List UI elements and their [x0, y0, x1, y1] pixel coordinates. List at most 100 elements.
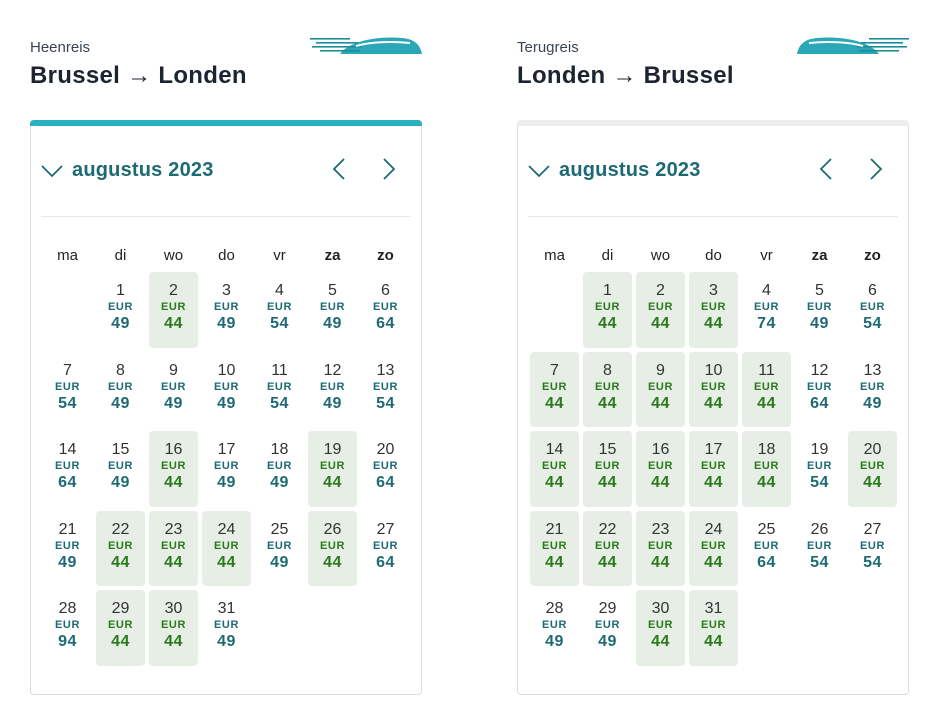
day-cell[interactable]: 18 EUR 44: [742, 431, 791, 507]
next-month-button[interactable]: [862, 155, 890, 183]
day-cell[interactable]: 9 EUR 49: [147, 352, 200, 432]
day-number: 2: [656, 282, 665, 299]
day-cell[interactable]: 13 EUR 54: [359, 352, 412, 432]
day-cell[interactable]: 21 EUR 44: [530, 510, 579, 586]
day-cell[interactable]: 22 EUR 44: [96, 510, 145, 586]
day-cell[interactable]: 14 EUR 64: [41, 431, 94, 511]
day-cell[interactable]: 6 EUR 54: [846, 272, 899, 352]
currency-label: EUR: [372, 380, 399, 393]
day-cell[interactable]: 3 EUR 49: [200, 272, 253, 352]
day-cell[interactable]: 11 EUR 54: [253, 352, 306, 432]
weekday-label: vr: [760, 247, 773, 264]
day-cell[interactable]: 26 EUR 44: [308, 510, 357, 586]
day-number: 6: [868, 282, 877, 299]
next-month-button[interactable]: [375, 155, 403, 183]
day-cell[interactable]: 28 EUR 94: [41, 590, 94, 670]
day-cell[interactable]: 2 EUR 44: [149, 272, 198, 348]
day-cell[interactable]: 17 EUR 49: [200, 431, 253, 511]
day-number: 26: [323, 520, 342, 538]
currency-label: EUR: [372, 301, 399, 313]
price-value: 49: [863, 394, 882, 412]
day-cell[interactable]: 10 EUR 49: [200, 352, 253, 432]
day-cell[interactable]: 16 EUR 44: [149, 431, 198, 507]
currency-label: EUR: [700, 301, 727, 313]
day-cell[interactable]: 4 EUR 74: [740, 272, 793, 352]
day-cell[interactable]: 26 EUR 54: [793, 511, 846, 591]
day-cell[interactable]: 23 EUR 44: [149, 510, 198, 586]
price-value: 49: [111, 474, 130, 491]
day-cell[interactable]: 3 EUR 44: [689, 272, 738, 348]
day-cell[interactable]: 15 EUR 44: [583, 431, 632, 507]
currency-label: EUR: [594, 619, 621, 631]
currency-label: EUR: [54, 460, 81, 472]
day-cell[interactable]: 29 EUR 49: [581, 590, 634, 670]
day-cell[interactable]: 31 EUR 49: [200, 590, 253, 670]
day-number: 30: [164, 600, 183, 617]
day-cell[interactable]: 6 EUR 64: [359, 272, 412, 352]
currency-label: EUR: [647, 619, 674, 631]
day-cell[interactable]: 2 EUR 44: [636, 272, 685, 348]
outbound-calendar-card: augustus 2023 ma di wo do vr za zo 1 EUR 4…: [30, 120, 422, 695]
day-cell[interactable]: 30 EUR 44: [149, 590, 198, 666]
day-cell[interactable]: 5 EUR 49: [793, 272, 846, 352]
day-cell[interactable]: 7 EUR 54: [41, 352, 94, 432]
weekday-label: za: [811, 247, 828, 264]
day-cell[interactable]: 14 EUR 44: [530, 431, 579, 507]
day-cell[interactable]: 17 EUR 44: [689, 431, 738, 507]
currency-label: EUR: [107, 380, 134, 393]
day-cell[interactable]: 24 EUR 44: [202, 510, 251, 586]
currency-label: EUR: [54, 539, 81, 552]
day-cell[interactable]: 25 EUR 49: [253, 511, 306, 591]
currency-label: EUR: [266, 539, 293, 552]
day-cell[interactable]: 19 EUR 54: [793, 431, 846, 511]
day-cell[interactable]: 9 EUR 44: [636, 351, 685, 427]
trip-route-title: Brussel → Londen: [30, 62, 247, 89]
day-number: 12: [323, 361, 342, 379]
day-cell[interactable]: 22 EUR 44: [583, 510, 632, 586]
day-cell[interactable]: 25 EUR 64: [740, 511, 793, 591]
day-cell[interactable]: 21 EUR 49: [41, 511, 94, 591]
day-cell[interactable]: 20 EUR 44: [848, 431, 897, 507]
currency-label: EUR: [594, 460, 621, 472]
month-dropdown[interactable]: augustus 2023: [41, 159, 214, 182]
day-cell[interactable]: 27 EUR 54: [846, 511, 899, 591]
day-cell[interactable]: 28 EUR 49: [528, 590, 581, 670]
day-cell[interactable]: 18 EUR 49: [253, 431, 306, 511]
day-cell[interactable]: 20 EUR 64: [359, 431, 412, 511]
day-cell[interactable]: 31 EUR 44: [689, 590, 738, 666]
day-cell[interactable]: 1 EUR 49: [94, 272, 147, 352]
weekday-label: ma: [57, 247, 78, 264]
day-cell[interactable]: 5 EUR 49: [306, 272, 359, 352]
return-header: Terugreis Londen → Brussel: [517, 30, 909, 110]
currency-label: EUR: [160, 380, 187, 393]
day-cell[interactable]: 30 EUR 44: [636, 590, 685, 666]
day-cell[interactable]: 16 EUR 44: [636, 431, 685, 507]
day-cell[interactable]: 8 EUR 44: [583, 351, 632, 427]
previous-month-button[interactable]: [325, 155, 353, 183]
day-cell[interactable]: 12 EUR 49: [306, 352, 359, 432]
day-cell[interactable]: 10 EUR 44: [689, 351, 738, 427]
day-cell[interactable]: 29 EUR 44: [96, 590, 145, 666]
previous-month-button[interactable]: [812, 155, 840, 183]
day-cell[interactable]: 8 EUR 49: [94, 352, 147, 432]
currency-label: EUR: [806, 301, 833, 313]
day-cell[interactable]: 24 EUR 44: [689, 510, 738, 586]
day-cell[interactable]: 1 EUR 44: [583, 272, 632, 348]
day-cell[interactable]: 19 EUR 44: [308, 431, 357, 507]
day-cell[interactable]: 4 EUR 54: [253, 272, 306, 352]
day-number: 14: [545, 441, 564, 458]
day-cell[interactable]: 27 EUR 64: [359, 511, 412, 591]
day-number: 6: [381, 282, 390, 299]
currency-label: EUR: [319, 380, 346, 393]
day-cell[interactable]: 23 EUR 44: [636, 510, 685, 586]
day-cell[interactable]: 12 EUR 64: [793, 352, 846, 432]
day-cell[interactable]: 11 EUR 44: [742, 351, 791, 427]
day-cell[interactable]: 15 EUR 49: [94, 431, 147, 511]
currency-label: EUR: [54, 380, 81, 393]
price-value: 44: [323, 553, 342, 571]
day-number: 15: [111, 441, 130, 458]
day-cell[interactable]: 13 EUR 49: [846, 352, 899, 432]
month-dropdown[interactable]: augustus 2023: [528, 159, 701, 182]
day-cell[interactable]: 7 EUR 44: [530, 351, 579, 427]
currency-label: EUR: [107, 619, 134, 631]
